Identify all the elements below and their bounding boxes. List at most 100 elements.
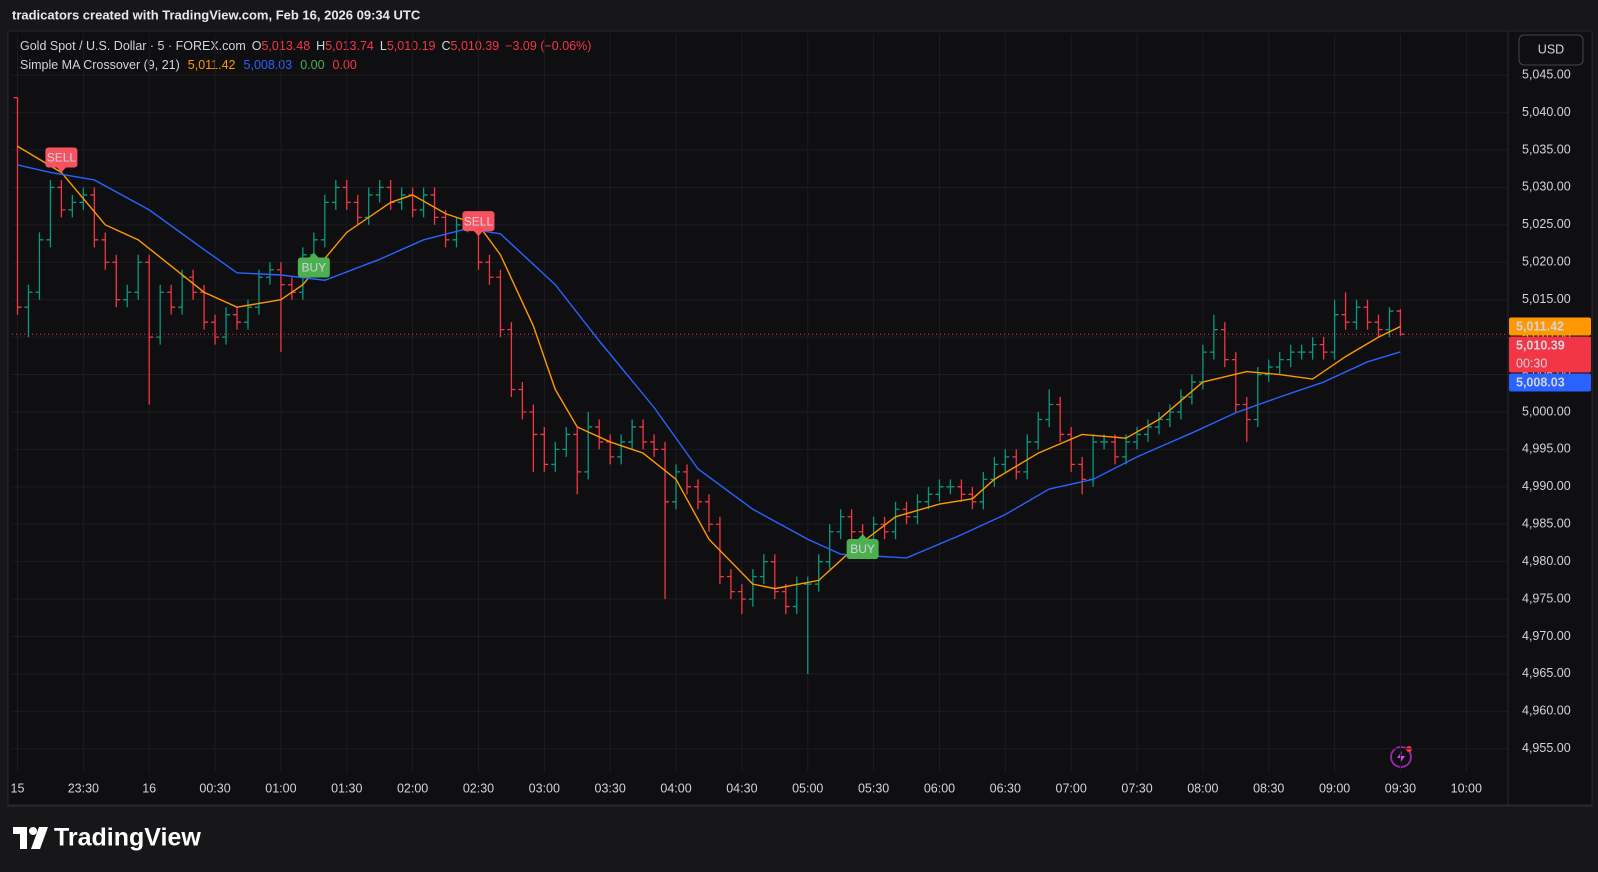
ohlc-bar bbox=[1275, 352, 1284, 375]
x-tick-label: 08:00 bbox=[1187, 781, 1218, 795]
ohlc-bar bbox=[331, 179, 340, 210]
plot-area: SELL BUY SELL BUY bbox=[12, 34, 1508, 772]
ohlc-bar bbox=[1143, 419, 1152, 442]
x-tick-label: 05:00 bbox=[792, 781, 823, 795]
signal-pointer bbox=[857, 533, 868, 540]
ohlc-bar bbox=[222, 307, 231, 345]
ohlc-bar bbox=[617, 434, 626, 465]
brand-logo bbox=[13, 827, 48, 849]
ohlc-bar bbox=[1209, 314, 1218, 360]
y-tick-label: 4,965.00 bbox=[1522, 666, 1571, 680]
ohlc-bar bbox=[1330, 299, 1339, 360]
indicator-value: 5,008.03 bbox=[244, 58, 293, 72]
ohlc-bar bbox=[661, 441, 670, 600]
ohlc-key: H bbox=[316, 39, 325, 53]
ohlc-bar bbox=[1111, 434, 1120, 465]
ohlc-bar bbox=[452, 217, 461, 248]
ohlc-bar bbox=[375, 179, 384, 203]
ohlc-bar bbox=[650, 434, 659, 457]
ohlc-bar bbox=[496, 269, 505, 338]
signal-pointer bbox=[308, 252, 319, 259]
ohlc-bar bbox=[1374, 314, 1383, 338]
ohlc-bar bbox=[639, 419, 648, 450]
ohlc-key: O bbox=[252, 39, 262, 53]
ohlc-bar bbox=[595, 419, 604, 450]
ohlc-bar bbox=[1023, 434, 1032, 480]
currency[interactable]: USD bbox=[1538, 42, 1564, 56]
header-title: tradicators created with TradingView.com… bbox=[12, 7, 421, 22]
chart-pane bbox=[7, 30, 1593, 807]
ohlc-bar bbox=[1034, 411, 1043, 450]
currency-button[interactable] bbox=[1518, 34, 1584, 66]
signal-pointer bbox=[56, 166, 67, 173]
x-tick-label: 07:00 bbox=[1056, 781, 1087, 795]
ohlc-bar bbox=[485, 254, 494, 285]
y-tick-label: 5,030.00 bbox=[1522, 180, 1571, 194]
ohlc-bar bbox=[1396, 309, 1405, 336]
signal-box bbox=[846, 538, 879, 559]
ohlc-bar bbox=[441, 209, 450, 248]
ohlc-bar bbox=[320, 194, 329, 248]
price-tag bbox=[1509, 317, 1591, 336]
ohlc-bar bbox=[1012, 449, 1021, 480]
y-tick-label: 5,020.00 bbox=[1522, 255, 1571, 269]
ohlc-bar bbox=[233, 307, 242, 330]
x-tick-label: 02:00 bbox=[397, 781, 428, 795]
ohlc-bar bbox=[891, 501, 900, 540]
ohlc-bar bbox=[737, 584, 746, 615]
ohlc-bar bbox=[562, 426, 571, 457]
ohlc-bar bbox=[924, 486, 933, 510]
x-tick-label: 03:00 bbox=[529, 781, 560, 795]
brand: TradingView bbox=[54, 824, 201, 852]
y-tick-label: 4,975.00 bbox=[1522, 591, 1571, 605]
ohlc-bar bbox=[573, 426, 582, 495]
y-tick-label: 4,985.00 bbox=[1522, 517, 1571, 531]
ohlc-bar bbox=[1319, 337, 1328, 360]
ohlc-bar bbox=[46, 179, 55, 248]
price-tag-label: 5,008.03 bbox=[1516, 375, 1565, 389]
indicator-name: Simple MA Crossover (9, 21) bbox=[20, 58, 180, 72]
x-tick-label: 06:30 bbox=[990, 781, 1021, 795]
y-tick-label: 5,000.00 bbox=[1522, 404, 1571, 418]
ohlc-bar bbox=[529, 404, 538, 472]
y-tick-label: 4,995.00 bbox=[1522, 442, 1571, 456]
x-tick-label: 16 bbox=[142, 781, 156, 795]
x-tick-label: 09:00 bbox=[1319, 781, 1350, 795]
ohlc-bar bbox=[134, 254, 143, 300]
x-tick-label: 07:30 bbox=[1121, 781, 1152, 795]
signal-pointer bbox=[473, 230, 484, 237]
x-tick-label: 01:00 bbox=[265, 781, 296, 795]
ohlc-bar bbox=[112, 254, 121, 308]
ohlc-bar bbox=[704, 494, 713, 532]
y-tick-label: 4,970.00 bbox=[1522, 629, 1571, 643]
ohlc-bar bbox=[167, 284, 176, 315]
ohlc-bar bbox=[1045, 389, 1054, 427]
legend-indicator: Simple MA Crossover (9, 21) 5,011.42 5,008… bbox=[20, 58, 357, 72]
indicator-value: 5,011.42 bbox=[188, 58, 236, 72]
ohlc-bar bbox=[683, 464, 692, 495]
alert-ring[interactable] bbox=[1390, 746, 1412, 768]
x-tick-label: 00:30 bbox=[199, 781, 230, 795]
ohlc-bar bbox=[770, 554, 779, 600]
x-tick-label: 10:00 bbox=[1451, 781, 1482, 795]
alert-bolt[interactable] bbox=[1397, 751, 1405, 763]
ma-line bbox=[17, 145, 1401, 590]
y-tick-label: 4,980.00 bbox=[1522, 554, 1571, 568]
x-tick-label: 15 bbox=[11, 781, 25, 795]
signal-label: BUY bbox=[850, 542, 875, 556]
ohlc-bar bbox=[189, 269, 198, 300]
ohlc-bar bbox=[1242, 397, 1251, 442]
ohlc-bar bbox=[419, 187, 428, 218]
ohlc-bar bbox=[957, 479, 966, 502]
ohlc-bar bbox=[781, 584, 790, 615]
ohlc-bar bbox=[1078, 456, 1087, 495]
ohlc-bar bbox=[1165, 404, 1174, 427]
ohlc-bar bbox=[1297, 344, 1306, 360]
x-tick-label: 03:30 bbox=[595, 781, 626, 795]
legend-main: Gold Spot / U.S. Dollar · 5 · FOREX.com O… bbox=[20, 39, 591, 53]
ohlc-bar bbox=[24, 284, 33, 338]
ohlc-bar bbox=[551, 441, 560, 472]
price-tag-label: 5,010.39 bbox=[1516, 338, 1565, 352]
symbol: Gold Spot / U.S. Dollar · 5 · FOREX.com bbox=[20, 39, 246, 53]
